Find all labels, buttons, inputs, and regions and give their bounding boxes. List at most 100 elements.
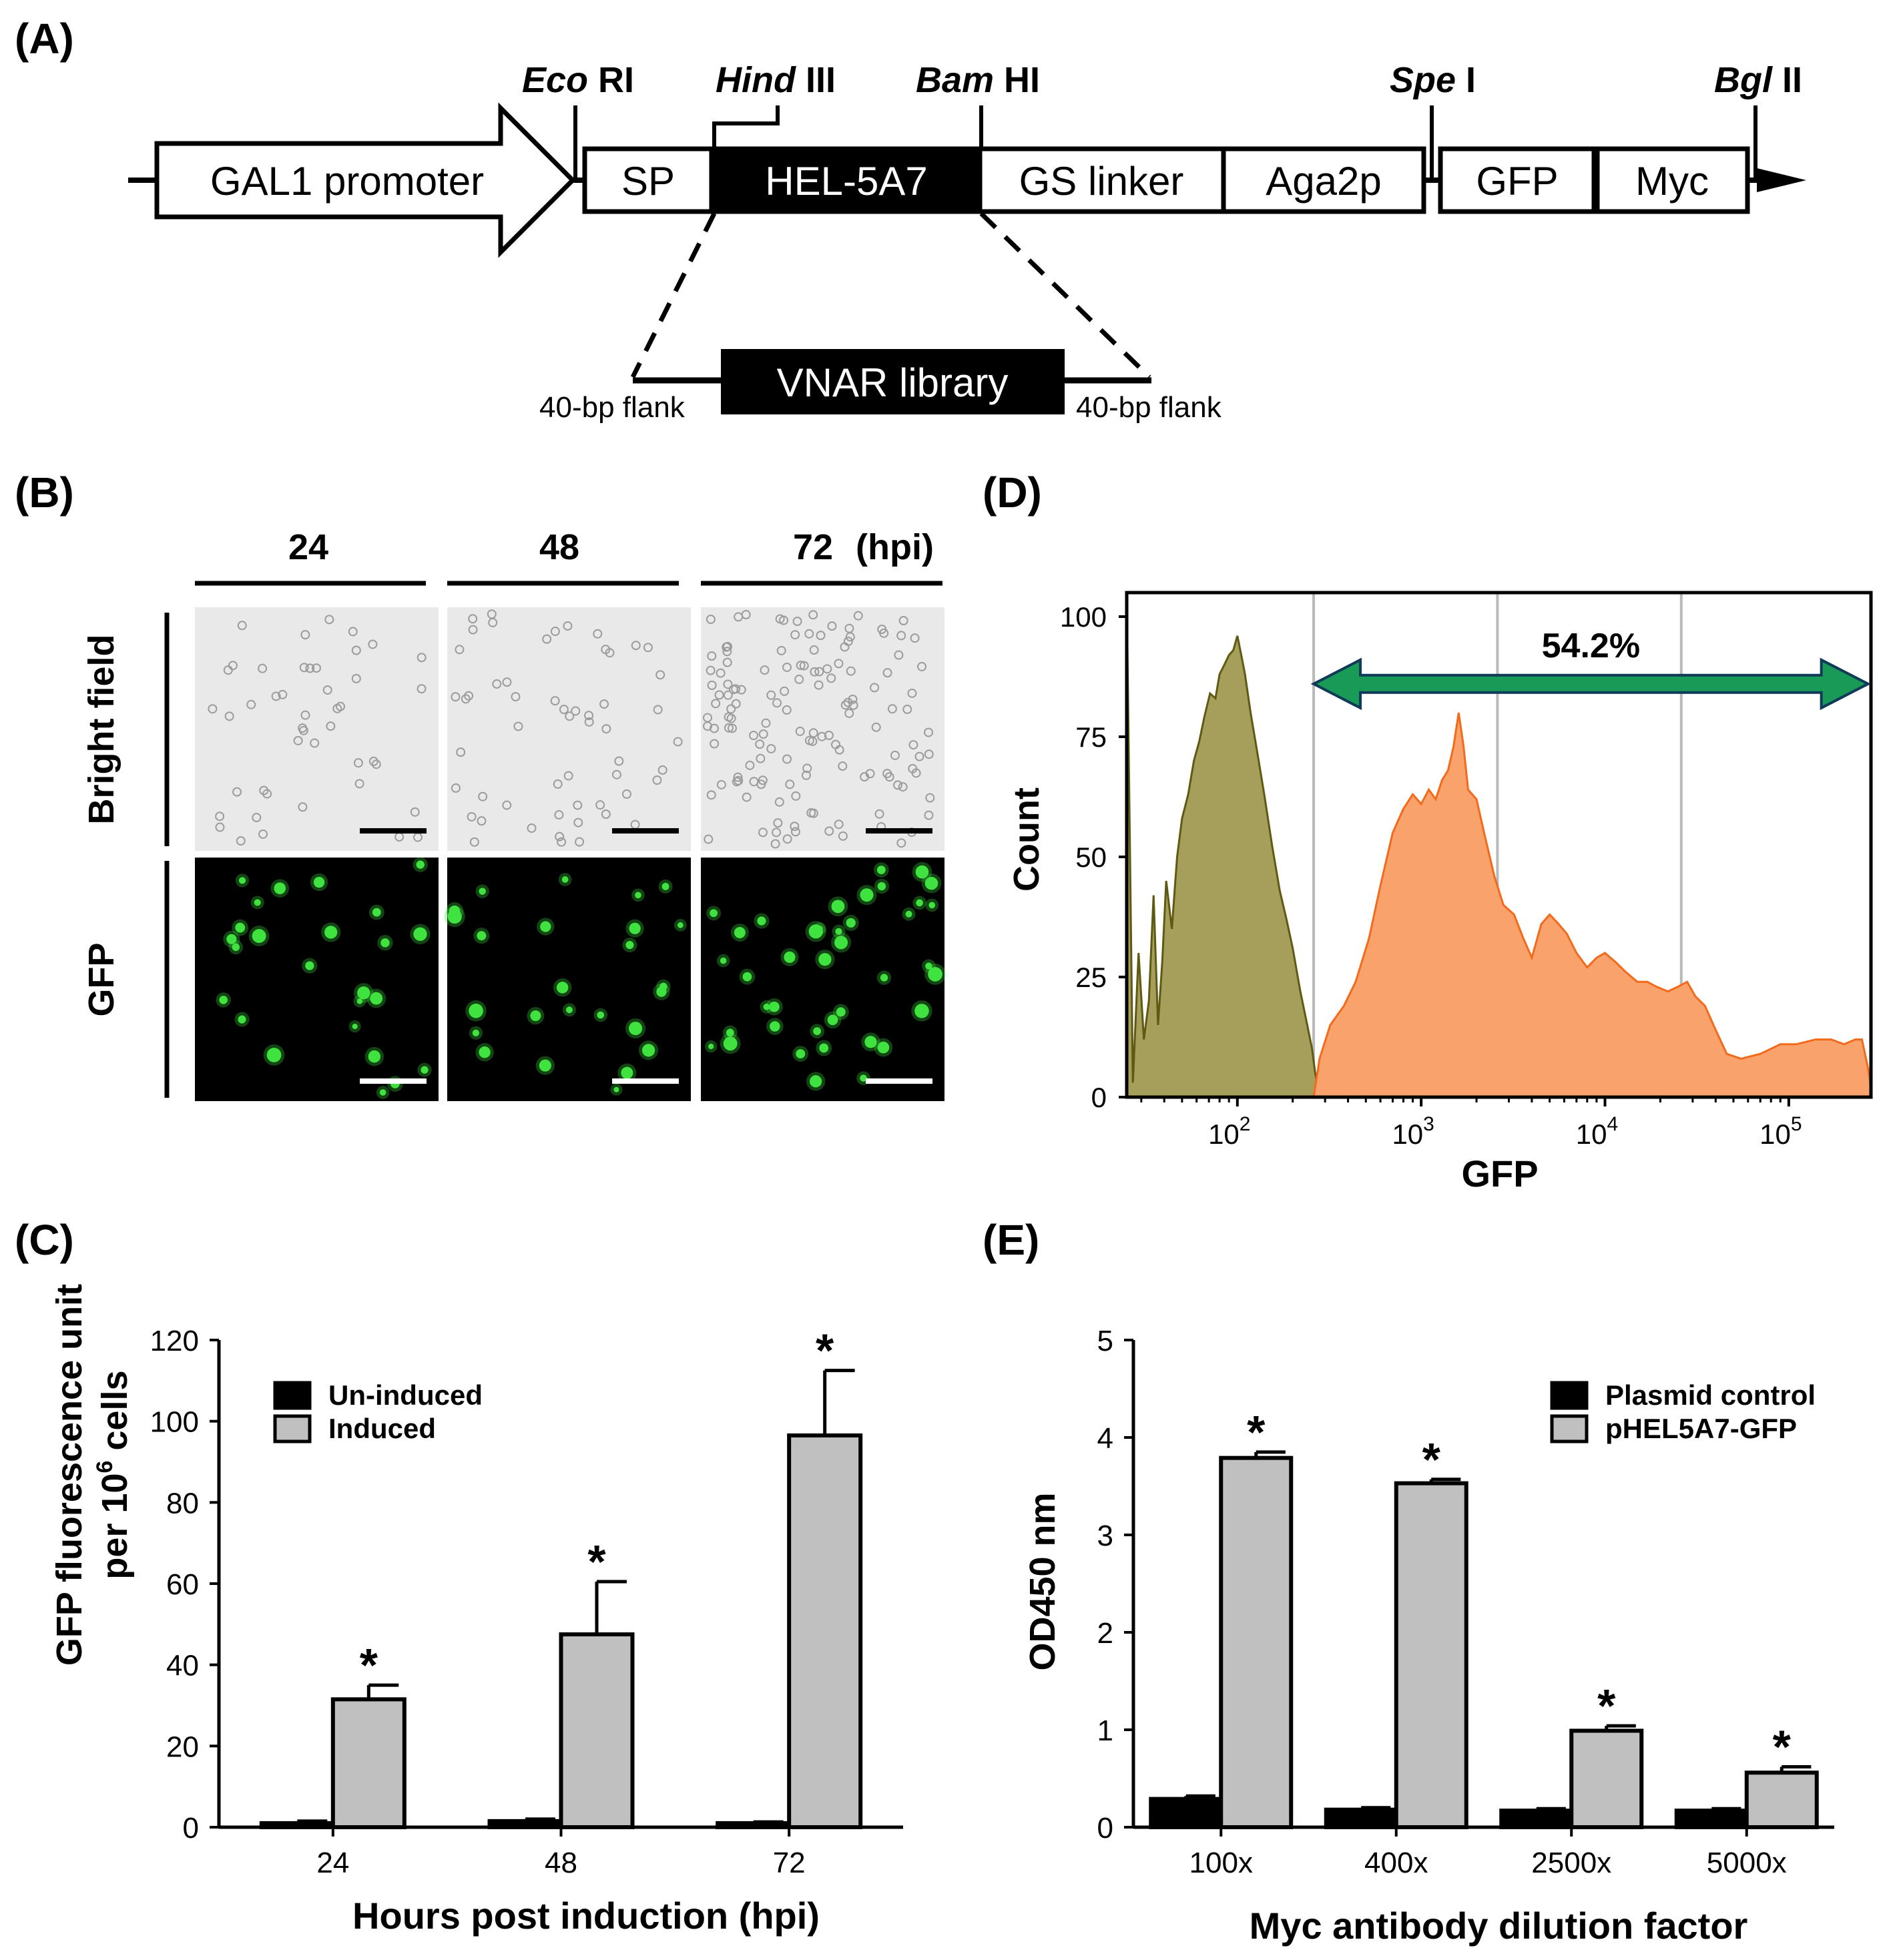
legend-label: Induced (328, 1413, 436, 1444)
yeast-cell (455, 645, 465, 655)
yeast-cell (824, 826, 834, 836)
gfp-cell (846, 918, 856, 928)
yeast-cell (711, 699, 721, 709)
gfp-cell (819, 1043, 829, 1053)
bar (1394, 1481, 1468, 1830)
yeast-cell (707, 680, 717, 690)
yeast-cell (573, 800, 583, 810)
yeast-cell (706, 790, 716, 800)
panel-label-e: (E) (983, 1216, 1039, 1264)
yeast-cell (232, 787, 242, 797)
yeast-cell (722, 657, 732, 667)
gfp-cell (324, 926, 338, 939)
gfp-cell (914, 1004, 929, 1018)
yeast-cell (808, 728, 818, 738)
y-tick-label: 25 (1075, 962, 1107, 993)
gfp-cell (905, 910, 912, 918)
y-tick-label: 100 (1060, 601, 1107, 633)
gfp-cell (479, 1046, 491, 1058)
yeast-cell (853, 611, 863, 621)
site-ecori-italic: Eco (522, 60, 588, 100)
yeast-cell (728, 685, 738, 695)
yeast-cell (584, 717, 594, 727)
yeast-cell (300, 710, 310, 720)
yeast-cell (910, 633, 920, 643)
hel5a7-label: HEL-5A7 (765, 159, 927, 204)
gfp-cell (413, 927, 427, 941)
yeast-cell (810, 667, 820, 677)
histogram-line (1312, 712, 1872, 1098)
yeast-cell (770, 839, 780, 849)
time-label-72: 72 (793, 527, 833, 567)
yeast-cell (354, 779, 364, 789)
gfp-cell (916, 899, 923, 907)
x-tick-base: 10 (1392, 1118, 1423, 1150)
panel-c-chart: GFP fluorescence unit per 106 cells Hour… (49, 1284, 903, 1937)
c-ylabel-line1: GFP fluorescence unit (49, 1284, 89, 1666)
yeast-cell (298, 723, 308, 733)
d-xlabel: GFP (1461, 1153, 1538, 1195)
yeast-cell (348, 627, 358, 637)
yeast-cell (563, 621, 573, 631)
yeast-cell (733, 772, 743, 782)
gfp-cell (836, 1007, 846, 1017)
yeast-cell (527, 823, 537, 833)
yeast-cell (246, 699, 256, 709)
significance-star: * (1773, 1720, 1792, 1772)
x-tick-label: 72 (773, 1847, 806, 1879)
yeast-cell (305, 663, 315, 673)
yeast-cell (758, 828, 768, 838)
yeast-cell (410, 807, 420, 817)
yeast-cell (772, 698, 782, 708)
site-bglii-rest: II (1772, 60, 1802, 100)
gfp-cell (368, 1050, 381, 1063)
legend-label: Plasmid control (1605, 1379, 1816, 1411)
site-bglii: Bgl II (1714, 60, 1802, 100)
gfp-cell (723, 1036, 738, 1051)
bar (330, 1697, 406, 1829)
yeast-cell (742, 792, 752, 802)
gfp-cell (530, 1010, 541, 1022)
y-tick-label: 3 (1097, 1520, 1113, 1552)
panel-label-b: (B) (15, 468, 74, 517)
micro-tile (195, 858, 439, 1101)
yeast-cell (882, 668, 892, 678)
yeast-cell (917, 661, 927, 671)
gate-arrow (1310, 657, 1872, 711)
gfp-cell (928, 967, 942, 982)
yeast-cell (224, 711, 234, 721)
yeast-cell (614, 756, 624, 766)
y-tick-label: 100 (150, 1406, 199, 1439)
aga2p-block (1221, 146, 1426, 214)
y-tick-label: 2 (1097, 1617, 1113, 1650)
x-tick-label: 104 (1576, 1113, 1618, 1150)
yeast-cell (271, 691, 281, 701)
x-tick-label: 100x (1189, 1847, 1253, 1879)
yeast-cell (208, 704, 218, 714)
yeast-cell (652, 775, 662, 785)
yeast-cell (336, 701, 346, 711)
yeast-cell (461, 694, 471, 704)
gfp-cell (635, 892, 641, 899)
yeast-cell (848, 700, 858, 710)
gfp-cell (416, 860, 425, 869)
gfp-cell (763, 1003, 770, 1010)
site-tick-hindiii (712, 105, 780, 151)
yeast-cell (785, 779, 795, 789)
yeast-cell (563, 771, 573, 781)
legend-swatch (273, 1414, 312, 1443)
library-dash-left (630, 212, 717, 378)
yeast-cell (907, 688, 917, 698)
yeast-cell (571, 706, 581, 716)
yeast-cell (898, 615, 908, 625)
yeast-cell (605, 648, 615, 658)
yeast-cell (553, 779, 563, 789)
yeast-cell (502, 800, 512, 810)
gfp-cell (831, 900, 845, 914)
bar (1499, 1809, 1574, 1829)
yeast-cell (727, 723, 737, 733)
x-tick-exp: 5 (1791, 1113, 1802, 1135)
flank-left-label: 40-bp flank (539, 391, 686, 424)
yeast-cell (745, 760, 755, 770)
x-tick-exp: 2 (1240, 1113, 1251, 1135)
